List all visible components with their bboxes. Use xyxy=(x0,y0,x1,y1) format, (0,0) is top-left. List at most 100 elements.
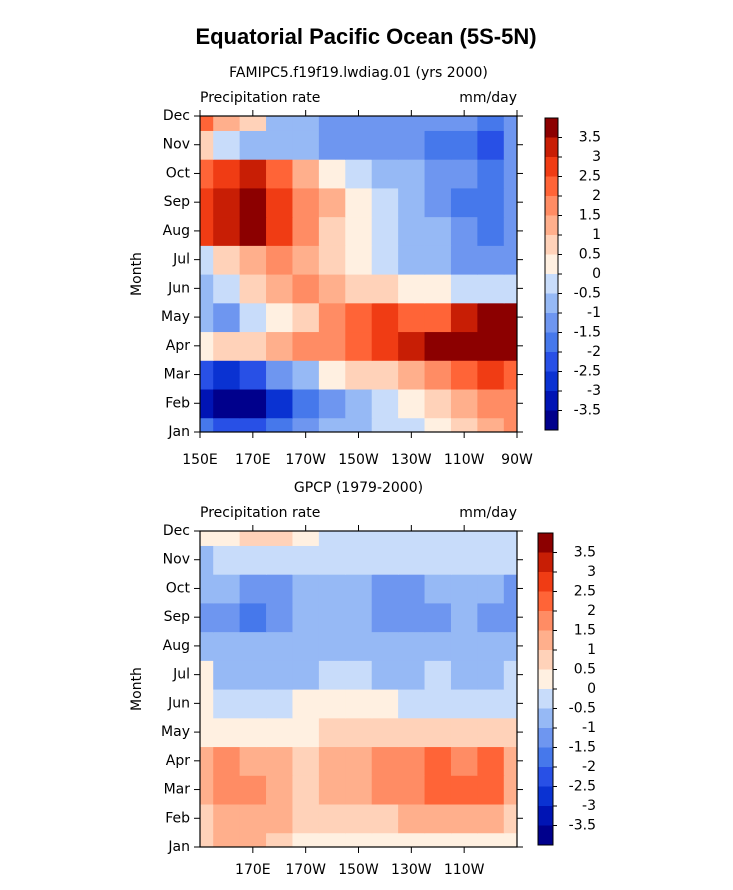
heatmap-cell xyxy=(398,216,426,246)
heatmap-cell xyxy=(503,775,517,805)
heatmap-field xyxy=(200,116,517,432)
heatmap-cell xyxy=(345,159,373,189)
heatmap-cell xyxy=(477,388,505,419)
heatmap-cell xyxy=(318,417,346,432)
heatmap-cell xyxy=(424,187,452,218)
colorbar-label: -0.5 xyxy=(569,701,596,717)
heatmap-cell xyxy=(266,746,294,776)
heatmap-cell xyxy=(345,545,373,575)
heatmap-cell xyxy=(371,417,399,432)
heatmap-cell xyxy=(477,216,505,246)
heatmap-cell xyxy=(292,331,320,361)
heatmap-cell xyxy=(292,689,320,719)
x-tick-label: 150W xyxy=(338,862,379,878)
y-tick-label: Nov xyxy=(163,552,190,568)
heatmap-cell xyxy=(398,187,426,218)
heatmap-cell xyxy=(371,302,399,333)
colorbar-label: 3.5 xyxy=(574,545,596,561)
heatmap-cell xyxy=(345,331,373,361)
y-tick-label: Mar xyxy=(164,782,191,798)
heatmap-cell xyxy=(424,417,452,432)
heatmap-cell xyxy=(398,360,426,390)
heatmap-cell xyxy=(200,717,214,748)
heatmap-cell xyxy=(398,159,426,189)
heatmap-cell xyxy=(266,631,294,661)
heatmap-cell xyxy=(318,187,346,218)
heatmap-cell xyxy=(450,159,478,189)
heatmap-cell xyxy=(239,531,267,546)
heatmap-cell xyxy=(318,116,346,131)
heatmap-cell xyxy=(477,302,505,333)
heatmap-cell xyxy=(424,717,452,748)
heatmap-cell xyxy=(371,689,399,719)
heatmap-cell xyxy=(450,631,478,661)
colorbar-swatch xyxy=(545,352,558,372)
x-tick-label: 170W xyxy=(285,452,326,468)
heatmap-cell xyxy=(213,803,241,834)
colorbar-label: -0.5 xyxy=(574,286,601,302)
heatmap-cell xyxy=(398,803,426,834)
y-tick-label: Feb xyxy=(165,810,190,826)
y-tick-label: Mar xyxy=(164,367,191,383)
x-tick-label: 130W xyxy=(391,862,432,878)
heatmap-cell xyxy=(371,717,399,748)
heatmap-cell xyxy=(477,574,505,604)
heatmap-cell xyxy=(477,803,505,834)
heatmap-cell xyxy=(450,302,478,333)
y-tick-label: Feb xyxy=(165,395,190,411)
heatmap-cell xyxy=(477,274,505,304)
heatmap-cell xyxy=(477,832,505,847)
heatmap-cell xyxy=(239,187,267,218)
heatmap-cell xyxy=(477,331,505,361)
colorbar-swatch xyxy=(538,591,553,611)
heatmap-cell xyxy=(503,116,517,131)
heatmap-cell xyxy=(213,746,241,776)
x-tick-label: 110W xyxy=(444,862,485,878)
colorbar-label: -3.5 xyxy=(569,818,596,834)
heatmap-cell xyxy=(266,545,294,575)
heatmap-cell xyxy=(424,574,452,604)
x-tick-label: 110W xyxy=(444,452,485,468)
colorbar-label: 3.5 xyxy=(579,130,601,146)
heatmap-cell xyxy=(318,274,346,304)
heatmap-cell xyxy=(424,274,452,304)
heatmap-cell xyxy=(450,531,478,546)
heatmap-cell xyxy=(477,689,505,719)
colorbar-label: 2.5 xyxy=(579,169,601,185)
heatmap-cell xyxy=(371,545,399,575)
heatmap-cell xyxy=(292,360,320,390)
heatmap-cell xyxy=(318,159,346,189)
heatmap-cell xyxy=(200,302,214,333)
heatmap-cell xyxy=(450,545,478,575)
heatmap-cell xyxy=(503,274,517,304)
colorbar-label: -2 xyxy=(582,759,596,775)
heatmap-cell xyxy=(371,130,399,160)
units-label: mm/day xyxy=(459,505,517,521)
heatmap-cell xyxy=(266,331,294,361)
heatmap-cell xyxy=(398,331,426,361)
colorbar-label: -2.5 xyxy=(574,364,601,380)
colorbar-label: 1.5 xyxy=(579,208,601,224)
heatmap-cell xyxy=(318,746,346,776)
x-tick-label: 170E xyxy=(235,452,271,468)
heatmap-cell xyxy=(213,417,241,432)
heatmap-cell xyxy=(239,775,267,805)
heatmap-cell xyxy=(345,187,373,218)
heatmap-cell xyxy=(503,216,517,246)
heatmap-cell xyxy=(292,717,320,748)
heatmap-cell xyxy=(450,331,478,361)
heatmap-cell xyxy=(292,130,320,160)
heatmap-cell xyxy=(424,775,452,805)
heatmap-cell xyxy=(477,245,505,275)
heatmap-cell xyxy=(318,388,346,419)
heatmap-cell xyxy=(424,746,452,776)
heatmap-cell xyxy=(239,832,267,847)
colorbar-swatch xyxy=(538,806,553,826)
heatmap-cell xyxy=(345,717,373,748)
heatmap-cell xyxy=(450,130,478,160)
heatmap-cell xyxy=(345,245,373,275)
heatmap-cell xyxy=(345,274,373,304)
heatmap-cell xyxy=(318,574,346,604)
colorbar-label: -2.5 xyxy=(569,779,596,795)
heatmap-cell xyxy=(503,602,517,633)
